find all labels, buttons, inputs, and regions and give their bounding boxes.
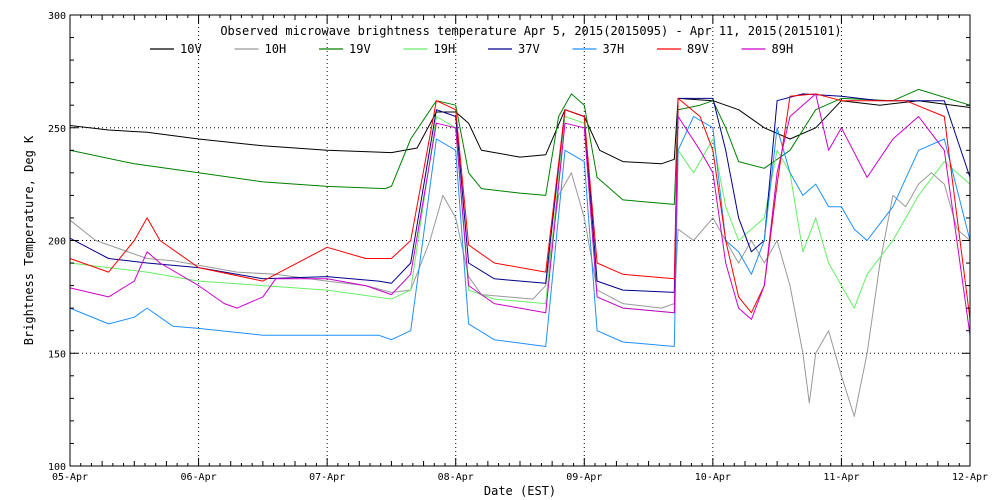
y-tick-label: 100 [48,462,66,473]
x-tick-label: 07-Apr [309,472,345,483]
series-line-19v [69,88,971,205]
x-tick-label: 11-Apr [823,472,859,483]
legend-label: 10H [265,42,287,56]
y-tick-label: 250 [48,124,66,135]
legend-label: 37H [603,42,625,56]
series-line-89h [69,93,971,336]
x-tick-label: 09-Apr [566,472,602,483]
y-tick-label: 150 [48,349,66,360]
legend-label: 89H [772,42,794,56]
tick-marks: 05-Apr 06-Apr 07-Apr 08-Apr 09-Apr 10-Apr 11-A… [48,11,988,483]
x-tick-label: 10-Apr [695,472,731,483]
legend-label: 19H [434,42,456,56]
series-layer [69,88,971,417]
x-tick-label: 05-Apr [52,472,88,483]
x-tick-label: 12-Apr [952,472,988,483]
legend-label: 89V [687,42,709,56]
series-line-37h [69,116,971,347]
y-tick-label: 300 [48,11,66,22]
x-axis-label: Date (EST) [484,484,556,498]
x-tick-label: 08-Apr [438,472,474,483]
x-tick-label: 06-Apr [181,472,217,483]
chart-title: Observed microwave brightness temperatur… [220,24,841,38]
series-line-89v [69,93,971,320]
legend-label: 10V [180,42,202,56]
legend: 10V 10H 19V 19H 37V 37H 89V 89H [150,42,793,56]
y-axis-label: Brightness Temperature, Deg K [22,135,36,345]
legend-label: 37V [518,42,540,56]
legend-label: 19V [349,42,371,56]
y-tick-label: 200 [48,237,66,248]
series-line-10h [69,172,971,417]
